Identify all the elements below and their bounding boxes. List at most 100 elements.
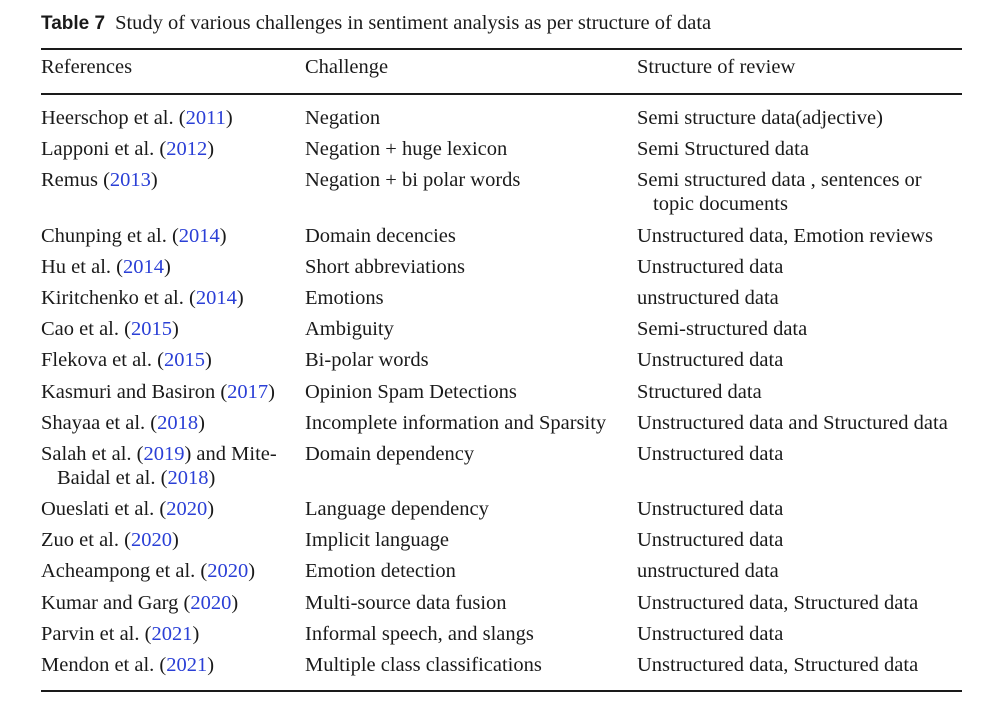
cell-challenge: Bi-polar words — [305, 348, 633, 372]
cell-structure: Unstructured data — [637, 528, 967, 552]
cell-challenge: Multiple class classifications — [305, 653, 633, 677]
cell-challenge: Emotions — [305, 286, 633, 310]
challenge-text: Emotion detection — [305, 560, 456, 583]
cell-reference: Salah et al. (2019) and Mite- Baidal et a… — [41, 442, 293, 490]
structure-text: Unstructured data, Structured data — [637, 654, 919, 676]
structure-text: Unstructured data — [637, 529, 784, 552]
reference-text: Kumar and Garg ( — [41, 591, 191, 614]
cell-challenge: Informal speech, and slangs — [305, 622, 633, 646]
citation-year-link[interactable]: 2021 — [166, 654, 208, 676]
cell-challenge: Ambiguity — [305, 317, 633, 341]
citation-year-link[interactable]: 2020 — [130, 529, 172, 552]
reference-text: Chunping et al. ( — [41, 224, 179, 247]
top-rule — [41, 48, 962, 50]
header-structure: Structure of review — [637, 56, 796, 78]
structure-text: unstructured data — [637, 286, 779, 309]
reference-line: Zuo et al. (2020) — [41, 528, 293, 552]
structure-text: Unstructured data — [637, 498, 784, 521]
cell-reference: Zuo et al. (2020) — [41, 528, 293, 552]
challenge-text: Ambiguity — [305, 318, 394, 341]
cell-reference: Chunping et al. (2014) — [41, 224, 293, 248]
cell-structure: Semi structured data , sentences or topic… — [637, 168, 967, 216]
reference-line: Acheampong et al. (2020) — [41, 559, 293, 583]
table-row: Salah et al. (2019) and Mite- Baidal et a… — [41, 442, 962, 497]
challenge-text: Negation — [305, 107, 381, 129]
challenge-text: Multiple class classifications — [305, 654, 542, 676]
cell-challenge: Incomplete information and Sparsity — [305, 411, 633, 435]
reference-line: Kasmuri and Basiron (2017) — [41, 380, 293, 404]
table-row: Mendon et al. (2021) Multiple class class… — [41, 653, 962, 684]
reference-text: Shayaa et al. ( — [41, 411, 158, 434]
citation-year-link[interactable]: 2021 — [151, 622, 193, 645]
citation-year-link[interactable]: 2017 — [227, 380, 269, 403]
reference-text: Hu et al. ( — [41, 255, 123, 278]
cell-challenge: Opinion Spam Detections — [305, 380, 633, 404]
cell-challenge: Negation + bi polar words — [305, 168, 633, 192]
header-challenge: Challenge — [305, 56, 389, 78]
citation-year-link[interactable]: 2020 — [166, 498, 208, 521]
challenge-text: Domain dependency — [305, 442, 475, 465]
reference-text: ) — [268, 380, 275, 403]
challenge-text: Opinion Spam Detections — [305, 380, 517, 403]
cell-challenge: Emotion detection — [305, 559, 633, 583]
structure-text: Structured data — [637, 380, 762, 403]
citation-year-link[interactable]: 2014 — [195, 286, 237, 309]
reference-line: Salah et al. (2019) and Mite- — [41, 442, 293, 466]
cell-structure: Unstructured data — [637, 622, 967, 646]
reference-text: ) and Mite- — [184, 442, 277, 465]
challenge-text: Short abbreviations — [305, 255, 465, 278]
cell-reference: Kasmuri and Basiron (2017) — [41, 380, 293, 404]
reference-text: ) — [163, 255, 171, 278]
citation-year-link[interactable]: 2015 — [163, 349, 205, 372]
reference-text: ) — [171, 318, 179, 341]
table-title: Study of various challenges in sentiment… — [115, 12, 712, 34]
table-row: Hu et al. (2014) Short abbreviations Unstr… — [41, 255, 962, 286]
table-header: References Challenge Structure of review — [41, 56, 962, 86]
reference-text: Baidal et al. ( — [57, 466, 168, 489]
reference-text: ) — [236, 286, 244, 309]
citation-year-link[interactable]: 2013 — [109, 169, 151, 192]
structure-text: Unstructured data, Emotion reviews — [637, 224, 934, 247]
structure-text: Semi Structured data — [637, 138, 809, 161]
citation-year-link[interactable]: 2011 — [185, 107, 226, 129]
challenge-text: Language dependency — [305, 498, 489, 521]
cell-challenge: Implicit language — [305, 528, 633, 552]
citation-year-link[interactable]: 2018 — [167, 466, 209, 489]
reference-text: ) — [171, 529, 179, 552]
cell-structure: Unstructured data, Emotion reviews — [637, 224, 967, 248]
reference-line: Mendon et al. (2021) — [41, 653, 293, 677]
cell-challenge: Short abbreviations — [305, 255, 633, 279]
reference-text: Salah et al. ( — [41, 442, 144, 465]
reference-text: Acheampong et al. ( — [41, 560, 208, 583]
cell-challenge: Multi-source data fusion — [305, 591, 633, 615]
reference-text: ) — [248, 560, 256, 583]
citation-year-link[interactable]: 2015 — [130, 318, 172, 341]
citation-year-link[interactable]: 2020 — [190, 591, 232, 614]
reference-text: ) — [219, 224, 227, 247]
reference-text: ) — [204, 349, 212, 372]
table-row: Flekova et al. (2015) Bi-polar words Unstr… — [41, 348, 962, 379]
structure-text: Semi structure data(adjective) — [637, 107, 883, 129]
cell-structure: unstructured data — [637, 559, 967, 583]
cell-challenge: Domain dependency — [305, 442, 633, 466]
reference-line: Kiritchenko et al. (2014) — [41, 286, 293, 310]
citation-year-link[interactable]: 2019 — [143, 442, 185, 465]
citation-year-link[interactable]: 2014 — [122, 255, 164, 278]
reference-text: Mendon et al. ( — [41, 654, 167, 676]
reference-text: ) — [207, 498, 215, 521]
cell-reference: Flekova et al. (2015) — [41, 348, 293, 372]
cell-reference: Acheampong et al. (2020) — [41, 559, 293, 583]
reference-line: Parvin et al. (2021) — [41, 622, 293, 646]
challenge-text: Multi-source data fusion — [305, 591, 507, 614]
challenge-text: Negation + huge lexicon — [305, 138, 508, 161]
cell-structure: Structured data — [637, 380, 967, 404]
cell-reference: Cao et al. (2015) — [41, 317, 293, 341]
citation-year-link[interactable]: 2014 — [178, 224, 220, 247]
citation-year-link[interactable]: 2012 — [166, 138, 208, 161]
citation-year-link[interactable]: 2020 — [207, 560, 249, 583]
reference-line: Flekova et al. (2015) — [41, 348, 293, 372]
cell-structure: Unstructured data and Structured data — [637, 411, 967, 435]
citation-year-link[interactable]: 2018 — [157, 411, 199, 434]
cell-reference: Lapponi et al. (2012) — [41, 137, 293, 161]
reference-text: ) — [198, 411, 205, 434]
